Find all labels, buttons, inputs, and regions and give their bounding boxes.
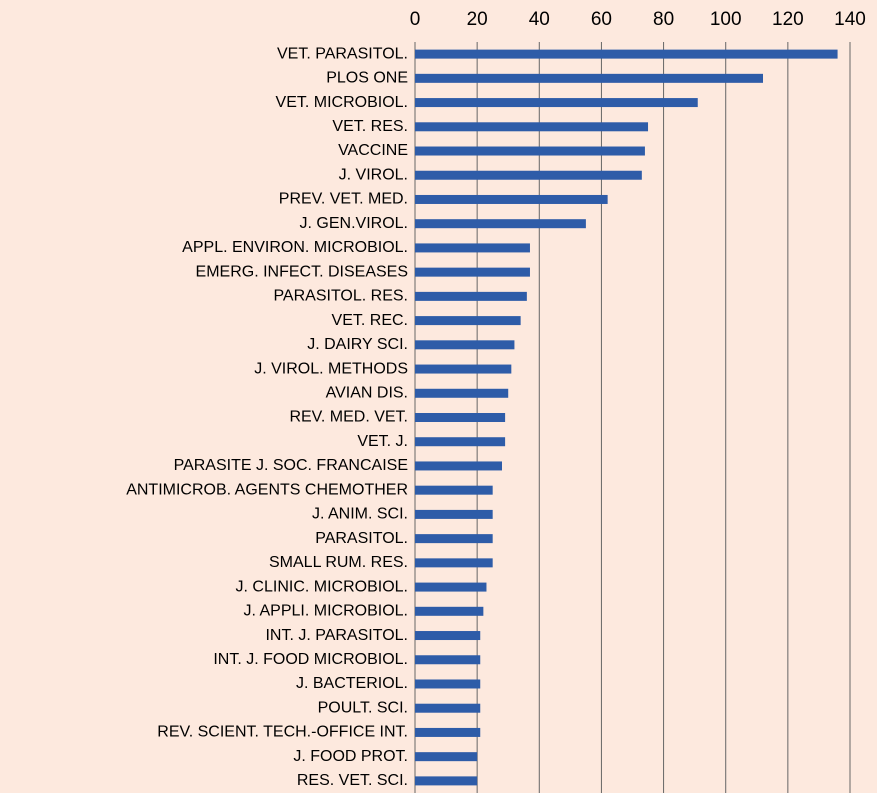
- bar: [415, 509, 493, 519]
- x-tick-label: 20: [467, 9, 488, 30]
- y-tick-label: J. BACTERIOL.: [296, 675, 408, 692]
- x-tick-label: 40: [529, 9, 550, 30]
- bar: [415, 437, 506, 447]
- bar: [415, 291, 527, 301]
- bar: [415, 73, 763, 83]
- y-tick-label: INT. J. FOOD MICROBIOL.: [213, 651, 408, 668]
- bar: [415, 388, 509, 398]
- bar: [415, 170, 642, 180]
- bar: [415, 364, 512, 374]
- bar: [415, 461, 502, 471]
- bar: [415, 413, 506, 422]
- y-tick-label: ANTIMICROB. AGENTS CHEMOTHER: [126, 481, 408, 498]
- y-tick-label: APPL. ENVIRON. MICROBIOL.: [182, 239, 408, 256]
- bar: [415, 582, 487, 592]
- bar: [415, 703, 481, 713]
- y-tick-label: INT. J. PARASITOL.: [265, 627, 408, 644]
- y-tick-label: VACCINE: [338, 142, 408, 159]
- x-tick-label: 60: [591, 9, 612, 30]
- x-tick-label: 80: [653, 9, 674, 30]
- y-tick-label: VET. MICROBIOL.: [276, 94, 408, 111]
- x-tick-label: 140: [834, 9, 866, 30]
- bar: [415, 776, 478, 786]
- bar: [415, 219, 586, 229]
- bar: [415, 340, 515, 350]
- y-tick-label: J. VIROL. METHODS: [254, 360, 408, 377]
- bar: [415, 655, 481, 665]
- y-tick-label: J. GEN.VIROL.: [300, 215, 408, 232]
- y-tick-label: J. APPLI. MICROBIOL.: [244, 603, 409, 620]
- y-tick-label: J. FOOD PROT.: [293, 748, 408, 765]
- x-tick-label: 0: [410, 9, 421, 30]
- y-tick-label: PARASITOL.: [315, 530, 408, 547]
- bar: [415, 679, 481, 689]
- bar: [415, 558, 493, 568]
- bar: [415, 316, 521, 326]
- bar: [415, 194, 608, 204]
- y-tick-label: POULT. SCI.: [318, 699, 408, 716]
- y-tick-label: PREV. VET. MED.: [279, 191, 408, 208]
- y-tick-label: REV. MED. VET.: [289, 409, 408, 426]
- y-tick-label: J. ANIM. SCI.: [312, 506, 408, 523]
- bar: [415, 606, 484, 616]
- y-tick-label: J. VIROL.: [339, 166, 408, 183]
- y-tick-label: VET. PARASITOL.: [277, 45, 408, 62]
- x-tick-label: 120: [772, 9, 804, 30]
- bar: [415, 534, 493, 544]
- y-tick-label: REV. SCIENT. TECH.-OFFICE INT.: [157, 724, 408, 741]
- bar: [415, 122, 649, 132]
- y-tick-label: SMALL RUM. RES.: [269, 554, 408, 571]
- y-tick-label: PARASITE J. SOC. FRANCAISE: [174, 457, 408, 474]
- bar: [415, 752, 478, 762]
- y-tick-label: J. CLINIC. MICROBIOL.: [236, 578, 408, 595]
- bar: [415, 49, 838, 59]
- y-tick-label: VET. REC.: [332, 312, 408, 329]
- bar: [415, 631, 481, 641]
- bar: [415, 146, 645, 156]
- y-tick-label: J. DAIRY SCI.: [307, 336, 408, 353]
- bar: [415, 243, 530, 253]
- y-tick-label: EMERG. INFECT. DISEASES: [196, 263, 408, 280]
- y-tick-label: PLOS ONE: [326, 70, 408, 87]
- bar: [415, 267, 530, 277]
- x-tick-label: 100: [710, 9, 742, 30]
- y-tick-label: AVIAN DIS.: [326, 384, 408, 401]
- y-tick-label: PARASITOL. RES.: [273, 288, 408, 305]
- y-tick-label: VET. RES.: [332, 118, 408, 135]
- bar: [415, 98, 698, 108]
- y-tick-label: RES. VET. SCI.: [297, 772, 408, 789]
- y-tick-label: VET. J.: [357, 433, 408, 450]
- bar: [415, 485, 493, 495]
- bar: [415, 727, 481, 737]
